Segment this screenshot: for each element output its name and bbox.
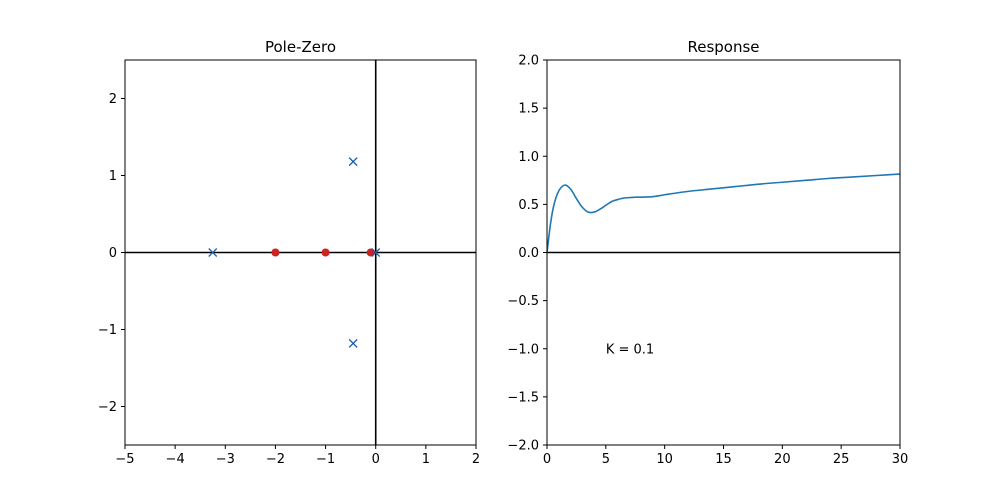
pole-zero-x-tick-label: −2: [266, 452, 285, 467]
response-x-tick-label: 30: [892, 452, 909, 467]
response-x-ticks: 0 5 10 15 20 25 30: [543, 445, 908, 467]
pole-zero-x-tick-label: −1: [316, 452, 335, 467]
response-x-tick-label: 15: [715, 452, 732, 467]
response-y-tick-label: 0.0: [518, 246, 539, 261]
response-x-tick-label: 20: [774, 452, 791, 467]
response-y-tick-label: 2.0: [518, 54, 539, 69]
zero-marker: [366, 248, 375, 257]
response-y-tick-label: −2.0: [507, 439, 539, 454]
pole-zero-x-tick-label: −4: [166, 452, 185, 467]
response-marks: [546, 173, 901, 253]
response-y-ticks: −2.0 −1.5 −1.0 −0.5 0.0 0.5 1.0 1.5 2.0: [507, 54, 547, 454]
pole-zero-y-tick-label: −1: [98, 323, 117, 338]
pole-zero-marks: [208, 157, 381, 348]
response-annotations: K = 0.1: [606, 342, 654, 357]
pole-zero-y-ticks: −2 −1 0 1 2: [98, 92, 125, 415]
pole-marker-stroke: [348, 157, 358, 167]
pole-zero-y-tick-label: 1: [109, 169, 117, 184]
pole-zero-y-tick-label: 2: [109, 92, 117, 107]
response-y-tick-label: −1.0: [507, 342, 539, 357]
response-series-line: [546, 173, 901, 253]
response-panel: Response 0 5 10 15 20 25 30 −2.0 −1.5 −1.0 −0.5 0.…: [507, 38, 908, 467]
gain-annotation: K = 0.1: [606, 342, 654, 357]
response-y-tick-label: 1.5: [518, 102, 539, 117]
pole-zero-x-ticks: −5 −4 −3 −2 −1 0 1 2: [115, 445, 480, 467]
pole-marker-stroke: [348, 338, 358, 348]
zero-marker: [271, 248, 280, 257]
pole-zero-x-tick-label: 2: [472, 452, 480, 467]
pole-marker: [348, 338, 358, 348]
response-plot-frame: [546, 59, 901, 446]
response-x-tick-label: 5: [602, 452, 610, 467]
response-x-tick-label: 25: [833, 452, 850, 467]
pole-zero-y-tick-label: −2: [98, 400, 117, 415]
pole-marker: [208, 248, 218, 257]
pole-marker-stroke: [208, 248, 218, 257]
pole-marker-stroke: [371, 248, 381, 257]
response-y-tick-label: −0.5: [507, 294, 539, 309]
pole-zero-x-tick-label: −3: [216, 452, 235, 467]
response-x-tick-label: 0: [543, 452, 551, 467]
response-x-tick-label: 10: [656, 452, 673, 467]
pole-zero-panel: Pole-Zero −5 −4 −3 −2 −1 0 1 2 −2 −1 0 1 2: [98, 38, 480, 467]
pole-marker: [371, 248, 381, 257]
pole-zero-x-tick-label: −5: [115, 452, 134, 467]
pole-zero-plot-frame: [124, 59, 477, 446]
pole-zero-axis-lines: [125, 60, 476, 445]
response-y-tick-label: 1.0: [518, 150, 539, 165]
response-y-tick-label: −1.5: [507, 390, 539, 405]
pole-zero-y-tick-label: 0: [109, 246, 117, 261]
zero-marker: [321, 248, 330, 257]
pole-zero-x-tick-label: 0: [372, 452, 380, 467]
pole-marker: [348, 157, 358, 167]
response-title: Response: [687, 38, 759, 56]
response-y-tick-label: 0.5: [518, 198, 539, 213]
pole-zero-title: Pole-Zero: [265, 38, 336, 56]
pole-zero-x-tick-label: 1: [422, 452, 430, 467]
